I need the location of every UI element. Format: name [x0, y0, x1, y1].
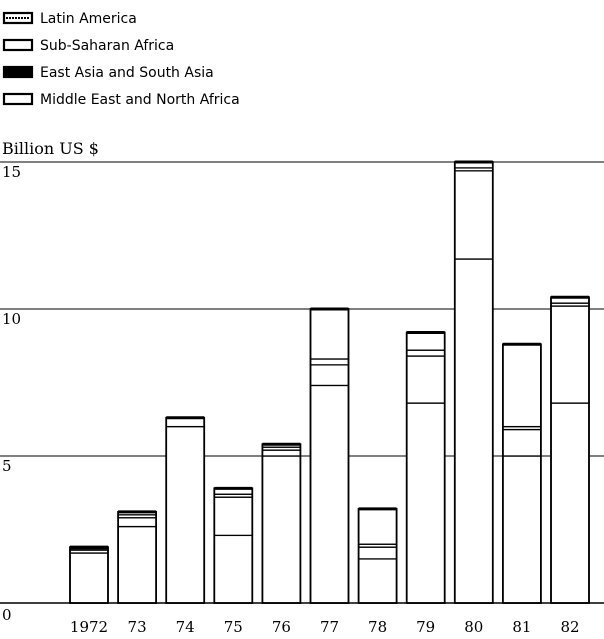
bar-segment	[454, 170, 494, 260]
legend-swatch	[2, 92, 34, 106]
y-tick-label: 10	[2, 310, 21, 328]
x-tick-label: 78	[368, 618, 387, 636]
bars	[69, 160, 590, 604]
legend-label: Latin America	[40, 11, 137, 27]
bar-segment	[406, 349, 446, 357]
bar-segment	[502, 343, 542, 428]
bar-segment	[406, 355, 446, 404]
bar-segment	[261, 455, 302, 604]
x-tick-label: 81	[512, 618, 531, 636]
x-tick-label: 79	[416, 618, 435, 636]
bar-segment	[213, 534, 253, 604]
y-tick-label: 0	[2, 606, 12, 624]
bar-segment	[502, 428, 542, 457]
bar-segment	[117, 517, 157, 528]
y-tick-label: 15	[2, 163, 21, 181]
x-tick-label: 75	[224, 618, 243, 636]
legend-label: East Asia and South Asia	[40, 65, 214, 81]
legend-swatch	[2, 38, 34, 52]
x-tick-labels: 1972 73 74 75 76 77 78 79 80 81 82	[70, 618, 580, 636]
x-tick-label: 74	[176, 618, 195, 636]
y-tick-labels: 0 5 10 15	[2, 163, 21, 624]
bar-segment	[309, 308, 350, 360]
bar-segment	[117, 525, 157, 604]
bar-segment	[309, 364, 350, 387]
x-tick-label: 80	[464, 618, 483, 636]
x-tick-label: 1972	[70, 618, 108, 636]
legend-swatch	[2, 65, 34, 79]
bar-segment	[406, 331, 446, 351]
bar-segment	[261, 449, 302, 457]
legend-label: Sub-Saharan Africa	[40, 38, 174, 54]
bar-segment	[357, 546, 398, 560]
bar-segment	[454, 258, 494, 604]
bar-segment	[309, 358, 350, 366]
bar-segment	[213, 496, 253, 537]
legend: Latin America Sub-Saharan Africa East Asia…	[2, 11, 240, 108]
bar-segment	[309, 384, 350, 604]
y-tick-label: 5	[2, 457, 12, 475]
bar-segment	[357, 558, 398, 604]
bar-segment	[406, 402, 446, 604]
y-axis-label: Billion US $	[2, 139, 99, 158]
x-tick-label: 82	[560, 618, 579, 636]
bar-segment	[357, 508, 398, 545]
bar-segment	[550, 402, 590, 604]
x-tick-label: 73	[128, 618, 147, 636]
x-tick-label: 77	[320, 618, 339, 636]
bar-segment	[550, 305, 590, 404]
bar-segment	[165, 425, 205, 604]
bar-segment	[502, 455, 542, 604]
x-tick-label: 76	[272, 618, 291, 636]
legend-label: Middle East and North Africa	[40, 92, 240, 108]
bar-segment	[69, 552, 109, 604]
